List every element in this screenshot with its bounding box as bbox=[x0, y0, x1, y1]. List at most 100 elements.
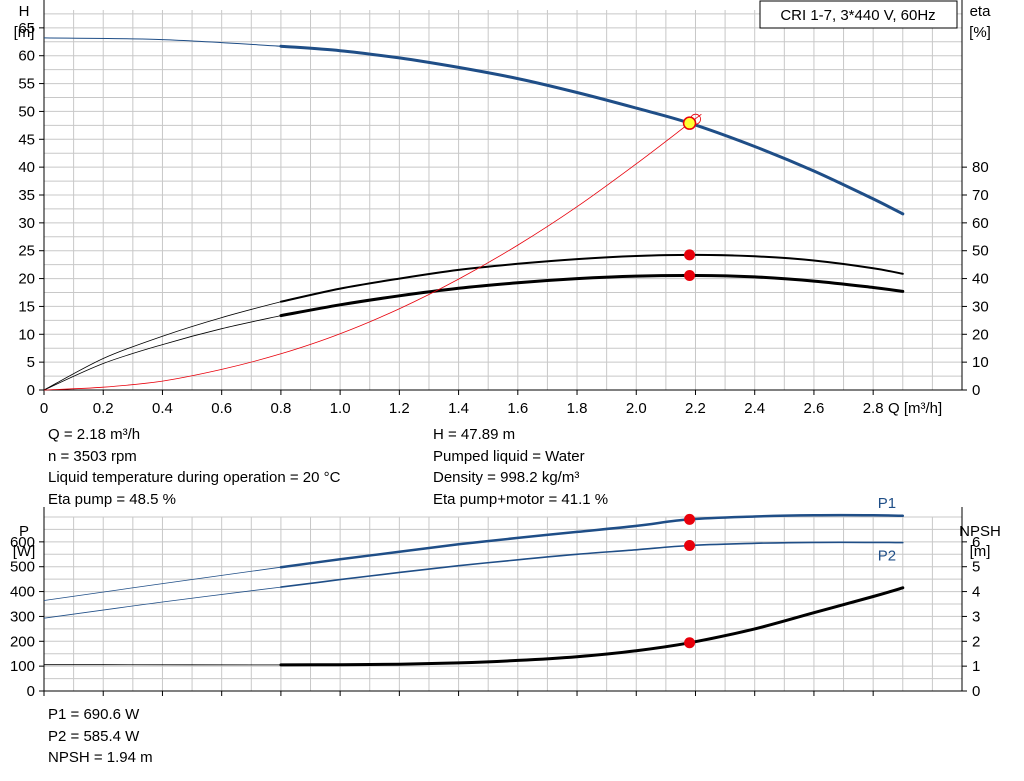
series-line-system-curve bbox=[43, 113, 702, 391]
series-line-p1 bbox=[279, 513, 905, 569]
operating-point-marker bbox=[684, 539, 696, 551]
y-left-tick-label: 200 bbox=[10, 633, 35, 650]
series-label-p1: P1 bbox=[878, 495, 896, 512]
series-line-eta-pump bbox=[279, 253, 904, 303]
y-left-tick-label: 100 bbox=[10, 658, 35, 675]
y-right-tick-label: 5 bbox=[972, 559, 980, 576]
y-right-tick-label: 50 bbox=[972, 243, 989, 260]
x-tick-label: 2.2 bbox=[685, 400, 706, 417]
y-right-tick-label: 20 bbox=[972, 326, 989, 343]
y-left-axis-unit: [W] bbox=[13, 543, 36, 560]
power-npsh-chart: 0 100 200 300 400 500 600 0 1 2 3 4 5 6 P [W] NPSH [m] P1 P… bbox=[10, 495, 1001, 700]
x-axis-label: Q [m³/h] bbox=[888, 400, 942, 417]
y-left-tick-label: 400 bbox=[10, 584, 35, 601]
y-left-tick-label: 5 bbox=[27, 354, 35, 371]
x-tick-label: 1.8 bbox=[567, 400, 588, 417]
y-right-tick-label: 3 bbox=[972, 608, 980, 625]
legend-box: CRI 1-7, 3*440 V, 60Hz bbox=[759, 0, 958, 29]
y-left-tick-label: 30 bbox=[18, 215, 35, 232]
x-tick-label: 1.0 bbox=[330, 400, 351, 417]
y-right-tick-label: 60 bbox=[972, 215, 989, 232]
y-left-axis-label: H bbox=[19, 3, 30, 20]
y-right-tick-label: 1 bbox=[972, 658, 980, 675]
pumped-liquid-readout: Pumped liquid = Water bbox=[433, 447, 585, 465]
y-left-tick-label: 15 bbox=[18, 298, 35, 315]
x-tick-label: 0.4 bbox=[152, 400, 173, 417]
y-left-tick-label: 0 bbox=[27, 382, 35, 399]
power-readout: P1 = 690.6 W P2 = 585.4 W NPSH = 1.94 m bbox=[48, 704, 153, 769]
y-right-tick-label: 40 bbox=[972, 271, 989, 288]
npsh-readout: NPSH = 1.94 m bbox=[48, 749, 153, 766]
x-tick-label: 0.8 bbox=[270, 400, 291, 417]
p2-readout: P2 = 585.4 W bbox=[48, 727, 140, 745]
x-tick-label: 0 bbox=[40, 400, 48, 417]
density-readout: Density = 998.2 kg/m³ bbox=[433, 469, 580, 486]
y-right-axis-label: NPSH bbox=[959, 523, 1001, 540]
head-readout: H = 47.89 m bbox=[433, 426, 516, 443]
y-left-tick-label: 35 bbox=[18, 187, 35, 204]
y-right-tick-label: 10 bbox=[972, 354, 989, 371]
series-line-p2-extrapolated bbox=[43, 586, 281, 619]
x-tick-label: 1.4 bbox=[448, 400, 469, 417]
x-tick-label: 2.0 bbox=[626, 400, 647, 417]
y-right-tick-label: 80 bbox=[972, 159, 989, 176]
y-left-tick-label: 60 bbox=[18, 48, 35, 65]
y-right-tick-label: 0 bbox=[972, 683, 980, 700]
x-tick-label: 1.2 bbox=[389, 400, 410, 417]
y-right-tick-label: 2 bbox=[972, 633, 980, 650]
eta-pump-motor-readout: Eta pump+motor = 41.1 % bbox=[433, 490, 609, 508]
series-label-p2: P2 bbox=[878, 548, 896, 565]
y-left-tick-label: 600 bbox=[10, 534, 35, 551]
x-tick-label: 2.6 bbox=[804, 400, 825, 417]
x-tick-label: 0.2 bbox=[93, 400, 114, 417]
legend-box-text: CRI 1-7, 3*440 V, 60Hz bbox=[780, 7, 935, 24]
series-line-npsh bbox=[279, 586, 905, 667]
operating-point-marker bbox=[684, 637, 696, 649]
operating-point-marker bbox=[684, 249, 696, 261]
y-left-tick-label: 0 bbox=[27, 683, 35, 700]
operating-point-marker bbox=[682, 116, 697, 130]
series-line-head-extrapolated bbox=[43, 37, 281, 47]
y-left-tick-label: 50 bbox=[18, 103, 35, 120]
series-line-eta-pump-motor bbox=[279, 273, 905, 318]
y-right-axis-unit: [m] bbox=[970, 543, 991, 560]
y-right-tick-label: 70 bbox=[972, 187, 989, 204]
flow-readout: Q = 2.18 m³/h bbox=[48, 426, 141, 443]
operating-point-right: H = 47.89 m Pumped liquid = Water Densit… bbox=[433, 424, 608, 510]
y-right-tick-label: 6 bbox=[972, 534, 980, 551]
y-left-axis-label: P bbox=[19, 523, 29, 540]
liquid-temperature-readout: Liquid temperature during operation = 20… bbox=[48, 469, 341, 486]
y-left-tick-label: 20 bbox=[18, 271, 35, 288]
x-tick-label: 0.6 bbox=[211, 400, 232, 417]
p1-readout: P1 = 690.6 W bbox=[48, 706, 140, 723]
y-left-tick-label: 10 bbox=[18, 326, 35, 343]
operating-point-left: Q = 2.18 m³/h n = 3503 rpm Liquid temper… bbox=[48, 424, 340, 510]
x-tick-label: 2.4 bbox=[744, 400, 765, 417]
y-right-axis-label: eta bbox=[970, 3, 992, 20]
eta-pump-readout: Eta pump = 48.5 % bbox=[48, 490, 176, 508]
series-line-p1-extrapolated bbox=[43, 566, 281, 601]
series-line-eta-pump-extrapolated bbox=[43, 301, 282, 391]
operating-point-marker bbox=[684, 270, 696, 282]
x-tick-label: 2.8 bbox=[863, 400, 884, 417]
series-line-p2 bbox=[280, 541, 904, 588]
speed-readout: n = 3503 rpm bbox=[48, 447, 137, 465]
y-left-tick-label: 500 bbox=[10, 559, 35, 576]
x-tick-label: 1.6 bbox=[507, 400, 528, 417]
y-right-tick-label: 30 bbox=[972, 298, 989, 315]
y-left-tick-label: 45 bbox=[18, 131, 35, 148]
y-left-tick-label: 25 bbox=[18, 243, 35, 260]
y-left-tick-label: 40 bbox=[18, 159, 35, 176]
series-line-eta-pump-motor-extrapolated bbox=[43, 315, 281, 391]
y-right-tick-label: 0 bbox=[972, 382, 980, 399]
y-left-axis-unit: [m] bbox=[14, 24, 35, 41]
operating-point-marker bbox=[684, 513, 696, 525]
head-efficiency-chart: 0 5 10 15 20 25 30 35 40 45 50 55 60 65 0 10 20 30 40 50 60 7… bbox=[14, 0, 992, 417]
series-line-head bbox=[279, 44, 905, 216]
y-left-tick-label: 65 bbox=[18, 20, 35, 37]
y-right-axis-unit: [%] bbox=[969, 24, 991, 41]
y-left-tick-label: 300 bbox=[10, 608, 35, 625]
y-left-tick-label: 55 bbox=[18, 76, 35, 93]
y-right-tick-label: 4 bbox=[972, 584, 980, 601]
